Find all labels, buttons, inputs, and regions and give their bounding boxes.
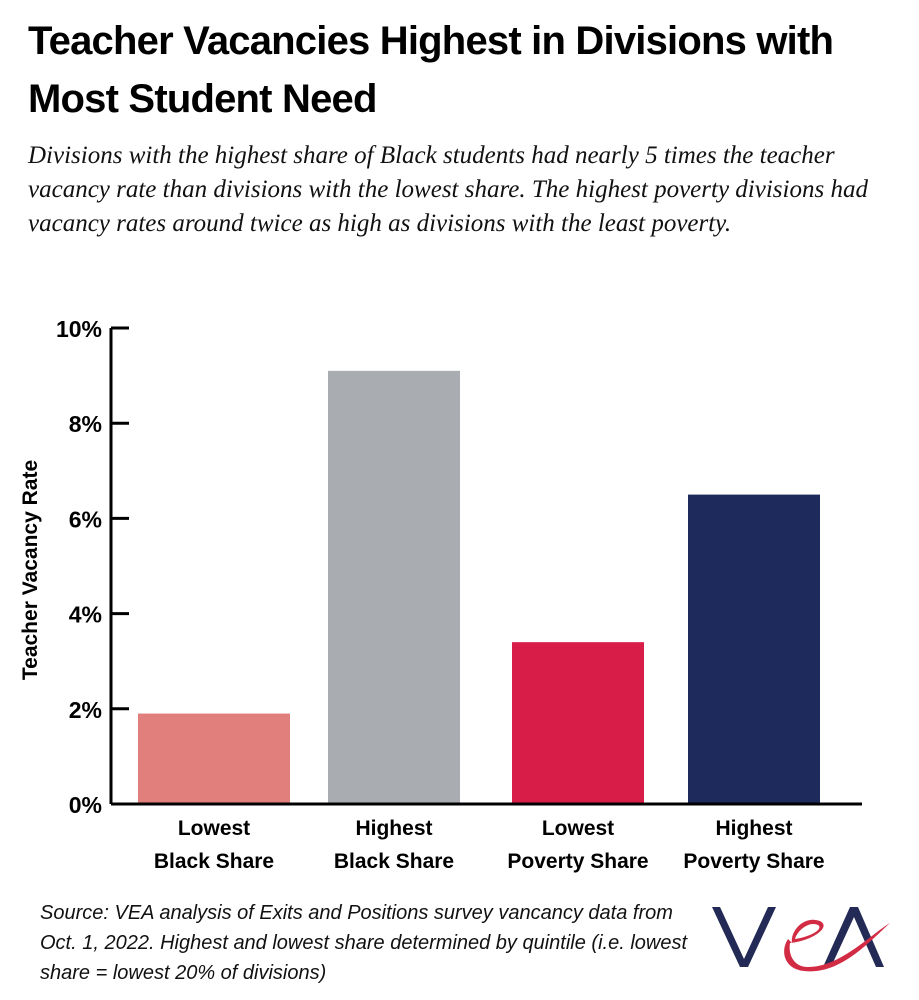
y-tick-label: 2%	[69, 697, 102, 723]
bar-1	[138, 713, 290, 804]
x-tick-label: Highest	[355, 817, 432, 840]
y-axis-label: Teacher Vacancy Rate	[19, 460, 42, 680]
y-tick-label: 0%	[69, 792, 102, 818]
x-tick-label: Poverty Share	[683, 850, 824, 873]
chart-subtitle: Divisions with the highest share of Blac…	[28, 142, 868, 237]
bar-chart: Lowest Black Share Highest Black Share Lowes…	[19, 316, 862, 873]
y-tick-label: 4%	[69, 602, 102, 628]
bar-4	[688, 494, 820, 804]
y-tick-label: 10%	[56, 316, 102, 342]
bar-3	[512, 642, 644, 804]
bar-2	[328, 370, 460, 804]
x-tick-label: Black Share	[154, 850, 274, 873]
x-tick-label: Black Share	[334, 850, 454, 873]
x-tick-label: Highest	[715, 817, 792, 840]
y-tick-label: 6%	[69, 506, 102, 532]
y-tick-label: 8%	[69, 411, 102, 437]
vea-logo	[700, 895, 900, 975]
chart-title: Teacher Vacancies Highest in Divisions w…	[28, 19, 834, 121]
x-tick-label: Poverty Share	[507, 850, 648, 873]
x-tick-label: Lowest	[542, 817, 614, 840]
source-note: Source: VEA analysis of Exits and Positi…	[40, 902, 688, 984]
x-tick-label: Lowest	[178, 817, 250, 840]
